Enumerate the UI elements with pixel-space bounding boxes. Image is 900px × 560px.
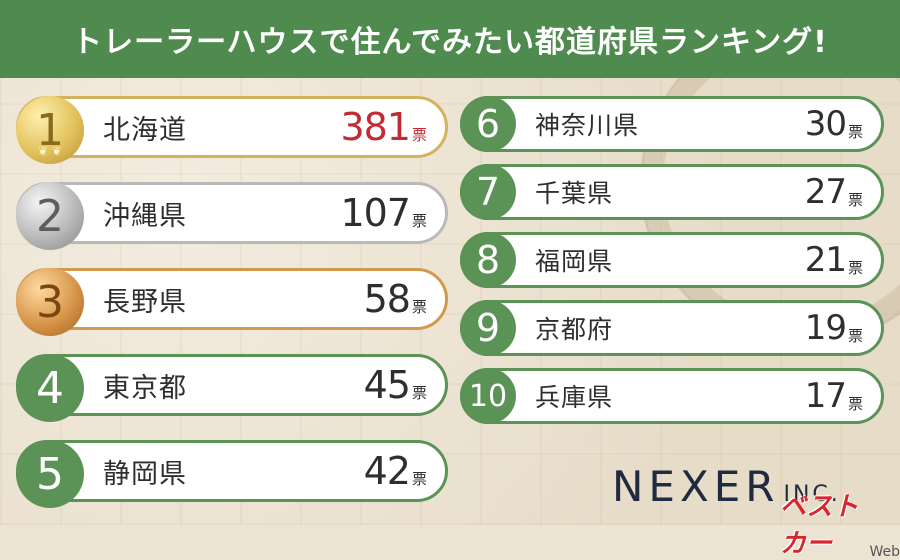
- vote-count: 45 票: [364, 357, 427, 413]
- prefecture-label: 千葉県: [535, 179, 614, 208]
- nexer-logo: NEXER INC.: [612, 462, 841, 511]
- vote-value: 19: [804, 308, 847, 348]
- prefecture-label: 神奈川県: [535, 111, 640, 140]
- vote-count: 107 票: [340, 185, 427, 241]
- logo-main: NEXER: [612, 462, 780, 511]
- prefecture-label: 静岡県: [103, 458, 187, 490]
- rank-row-7: 7 千葉県 27 票: [460, 164, 884, 220]
- rank-number: 6: [475, 102, 501, 146]
- prefecture-label: 東京都: [103, 372, 187, 404]
- rank-row-5: 5 静岡県 42 票: [16, 440, 448, 508]
- vote-value: 17: [804, 376, 847, 416]
- vote-count: 21 票: [805, 235, 863, 285]
- vote-unit: 票: [847, 122, 863, 141]
- vote-unit: 票: [847, 326, 863, 345]
- vote-unit: 票: [411, 211, 427, 230]
- vote-value: 27: [804, 172, 847, 212]
- rank-row-2: 2 沖縄県 107 票: [16, 182, 448, 250]
- rank-number: 1: [36, 104, 64, 156]
- rank-row-4: 4 東京都 45 票: [16, 354, 448, 422]
- logo-suffix: INC.: [783, 482, 841, 507]
- prefecture-label: 北海道: [103, 114, 187, 146]
- vote-count: 58 票: [364, 271, 427, 327]
- vote-unit: 票: [411, 469, 427, 488]
- vote-unit: 票: [411, 383, 427, 402]
- prefecture-label: 兵庫県: [535, 383, 614, 412]
- vote-unit: 票: [847, 258, 863, 277]
- vote-value: 21: [804, 240, 847, 280]
- chart-title: トレーラーハウスで住んでみたい都道府県ランキング!: [72, 25, 828, 60]
- prefecture-label: 福岡県: [535, 247, 614, 276]
- vote-unit: 票: [847, 190, 863, 209]
- rank-number: 4: [36, 362, 64, 414]
- vote-count: 30 票: [805, 99, 863, 149]
- prefecture-label: 長野県: [103, 286, 187, 318]
- publisher-watermark: ベストカー Web: [780, 486, 900, 560]
- prefecture-label: 京都府: [535, 315, 614, 344]
- rank-number: 5: [36, 448, 64, 500]
- vote-value: 30: [804, 104, 847, 144]
- vote-count: 27 票: [805, 167, 863, 217]
- rank-number: 10: [468, 378, 508, 414]
- vote-count: 19 票: [805, 303, 863, 353]
- silver-medal-icon: 2: [16, 182, 84, 250]
- vote-value: 58: [363, 277, 411, 321]
- rank-badge: 7: [460, 164, 516, 220]
- rank-badge: 4: [16, 354, 84, 422]
- rank-number: 7: [475, 170, 501, 214]
- title-banner: トレーラーハウスで住んでみたい都道府県ランキング!: [0, 0, 900, 78]
- prefecture-label: 沖縄県: [103, 200, 187, 232]
- vote-unit: 票: [847, 394, 863, 413]
- rank-badge: 6: [460, 96, 516, 152]
- vote-value: 42: [363, 449, 411, 493]
- rank-number: 8: [475, 238, 501, 282]
- vote-count: 42 票: [364, 443, 427, 499]
- bronze-medal-icon: 3: [16, 268, 84, 336]
- rank-row-9: 9 京都府 19 票: [460, 300, 884, 356]
- vote-value: 45: [363, 363, 411, 407]
- watermark-main: ベストカー: [780, 492, 859, 559]
- gold-medal-icon: 1 ❦ ❦: [16, 96, 84, 164]
- vote-value: 107: [340, 191, 411, 235]
- rank-number: 2: [36, 190, 64, 242]
- vote-unit: 票: [411, 297, 427, 316]
- rank-row-3: 3 長野県 58 票: [16, 268, 448, 336]
- rank-badge: 8: [460, 232, 516, 288]
- rank-row-10: 10 兵庫県 17 票: [460, 368, 884, 424]
- rank-badge: 5: [16, 440, 84, 508]
- vote-count: 17 票: [805, 371, 863, 421]
- watermark-sub: Web: [869, 544, 900, 560]
- rank-row-1: 1 ❦ ❦ 北海道 381 票: [16, 96, 448, 164]
- rank-number: 3: [36, 276, 64, 328]
- rank-row-8: 8 福岡県 21 票: [460, 232, 884, 288]
- rank-row-6: 6 神奈川県 30 票: [460, 96, 884, 152]
- vote-count: 381 票: [340, 99, 427, 155]
- rank-badge: 9: [460, 300, 516, 356]
- vote-value: 381: [340, 105, 411, 149]
- laurel-icon: ❦ ❦: [38, 144, 62, 158]
- rank-number: 9: [475, 306, 501, 350]
- rank-badge: 10: [460, 368, 516, 424]
- vote-unit: 票: [411, 125, 427, 144]
